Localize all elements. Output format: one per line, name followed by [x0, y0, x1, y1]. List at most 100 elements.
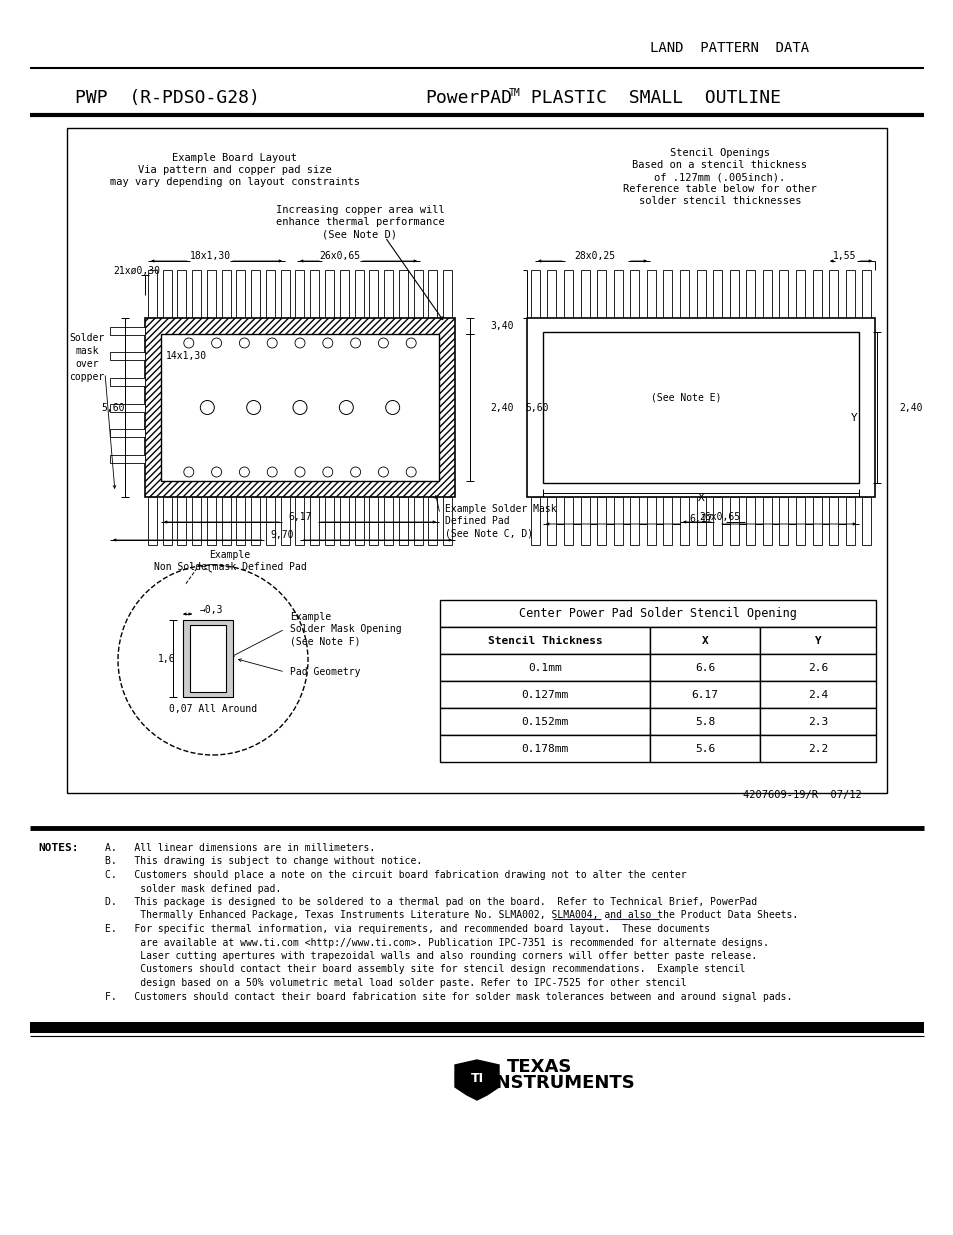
Bar	[649, 708, 760, 735]
Text: 6,17: 6,17	[688, 514, 712, 524]
Bar	[439, 680, 649, 708]
Bar	[192, 270, 201, 317]
Circle shape	[267, 467, 277, 477]
Bar	[428, 496, 436, 545]
Text: 3,40: 3,40	[490, 321, 513, 331]
Text: (See Note F): (See Note F)	[290, 636, 360, 646]
Bar	[266, 496, 274, 545]
Bar	[30, 1023, 923, 1032]
Text: 6.17: 6.17	[691, 689, 718, 699]
Text: 6,17: 6,17	[288, 513, 312, 522]
Text: 0.127mm: 0.127mm	[521, 689, 568, 699]
Bar	[630, 270, 639, 317]
Text: Reference table below for other: Reference table below for other	[622, 184, 816, 194]
Text: 2.4: 2.4	[807, 689, 827, 699]
Text: 0.1mm: 0.1mm	[528, 662, 561, 673]
Text: are available at www.ti.com <http://www.ti.com>. Publication IPC-7351 is recomme: are available at www.ti.com <http://www.…	[105, 937, 768, 947]
Text: Solder Mask Opening: Solder Mask Opening	[290, 624, 401, 634]
Text: Example Board Layout: Example Board Layout	[172, 153, 297, 163]
Text: Y: Y	[814, 636, 821, 646]
Text: Thermally Enhanced Package, Texas Instruments Literature No. SLMA002, SLMA004, a: Thermally Enhanced Package, Texas Instru…	[105, 910, 798, 920]
Bar	[762, 496, 771, 545]
Text: 2.3: 2.3	[807, 716, 827, 726]
Bar	[844, 496, 854, 545]
Bar	[192, 496, 201, 545]
Text: PowerPAD: PowerPAD	[424, 89, 512, 107]
Bar	[745, 270, 755, 317]
Text: Center Power Pad Solder Stencil Opening: Center Power Pad Solder Stencil Opening	[518, 606, 796, 620]
Circle shape	[239, 467, 249, 477]
Text: may vary depending on layout constraints: may vary depending on layout constraints	[110, 177, 359, 186]
Bar	[729, 270, 738, 317]
Bar	[190, 625, 226, 692]
Bar	[280, 496, 290, 545]
Bar	[542, 332, 858, 483]
Bar	[597, 496, 605, 545]
Bar	[325, 496, 334, 545]
Text: NOTES:: NOTES:	[38, 844, 78, 853]
Bar	[696, 270, 705, 317]
Bar	[339, 496, 349, 545]
Bar	[295, 496, 304, 545]
Text: 4207609-19/R  07/12: 4207609-19/R 07/12	[742, 790, 862, 800]
Bar	[745, 496, 755, 545]
Bar	[439, 655, 649, 680]
Bar	[236, 496, 245, 545]
Text: 1,6: 1,6	[158, 653, 175, 663]
Bar	[812, 270, 821, 317]
Bar	[442, 270, 452, 317]
Bar	[148, 496, 156, 545]
Text: 21xø0,30: 21xø0,30	[112, 266, 160, 275]
Text: (See Note C, D): (See Note C, D)	[444, 529, 533, 538]
Bar	[547, 270, 556, 317]
Text: 2.6: 2.6	[807, 662, 827, 673]
Bar	[679, 270, 688, 317]
Text: Example: Example	[210, 550, 251, 559]
Bar	[662, 270, 672, 317]
Bar	[384, 496, 393, 545]
Text: Increasing copper area will: Increasing copper area will	[275, 205, 444, 215]
Bar	[384, 270, 393, 317]
Bar	[563, 270, 573, 317]
Circle shape	[239, 338, 249, 348]
Text: B.   This drawing is subject to change without notice.: B. This drawing is subject to change wit…	[105, 857, 422, 867]
Text: Laser cutting apertures with trapezoidal walls and also rounding corners will of: Laser cutting apertures with trapezoidal…	[105, 951, 757, 961]
Circle shape	[351, 338, 360, 348]
Bar	[398, 496, 407, 545]
Text: 2.2: 2.2	[807, 743, 827, 753]
Bar	[646, 496, 655, 545]
Bar	[145, 317, 455, 496]
Bar	[563, 496, 573, 545]
Bar	[162, 270, 172, 317]
Text: 5,60: 5,60	[101, 403, 125, 412]
Bar	[530, 270, 539, 317]
Bar	[183, 620, 233, 697]
Bar	[795, 496, 804, 545]
Circle shape	[294, 338, 305, 348]
Text: (See Note D): (See Note D)	[322, 228, 397, 240]
Circle shape	[339, 400, 353, 415]
Bar	[646, 270, 655, 317]
Bar	[712, 270, 721, 317]
Bar	[266, 270, 274, 317]
Text: Solder: Solder	[70, 333, 105, 343]
Circle shape	[351, 467, 360, 477]
Text: solder stencil thicknesses: solder stencil thicknesses	[639, 196, 801, 206]
Bar	[439, 627, 649, 655]
Text: Via pattern and copper pad size: Via pattern and copper pad size	[138, 165, 332, 175]
Bar	[295, 270, 304, 317]
Bar	[439, 708, 649, 735]
Text: →0,3: →0,3	[199, 605, 222, 615]
Bar	[579, 496, 589, 545]
Text: Example: Example	[290, 613, 331, 622]
Text: D.   This package is designed to be soldered to a thermal pad on the board.  Ref: D. This package is designed to be solder…	[105, 897, 757, 906]
Text: copper: copper	[70, 372, 105, 382]
Text: 5.8: 5.8	[694, 716, 715, 726]
Text: 5,60: 5,60	[524, 403, 548, 412]
Text: LAND  PATTERN  DATA: LAND PATTERN DATA	[650, 41, 809, 56]
Text: F.   Customers should contact their board fabrication site for solder mask toler: F. Customers should contact their board …	[105, 992, 792, 1002]
Text: A.   All linear dimensions are in millimeters.: A. All linear dimensions are in millimet…	[105, 844, 375, 853]
Bar	[526, 317, 874, 496]
Bar	[712, 496, 721, 545]
Text: X: X	[697, 493, 703, 503]
